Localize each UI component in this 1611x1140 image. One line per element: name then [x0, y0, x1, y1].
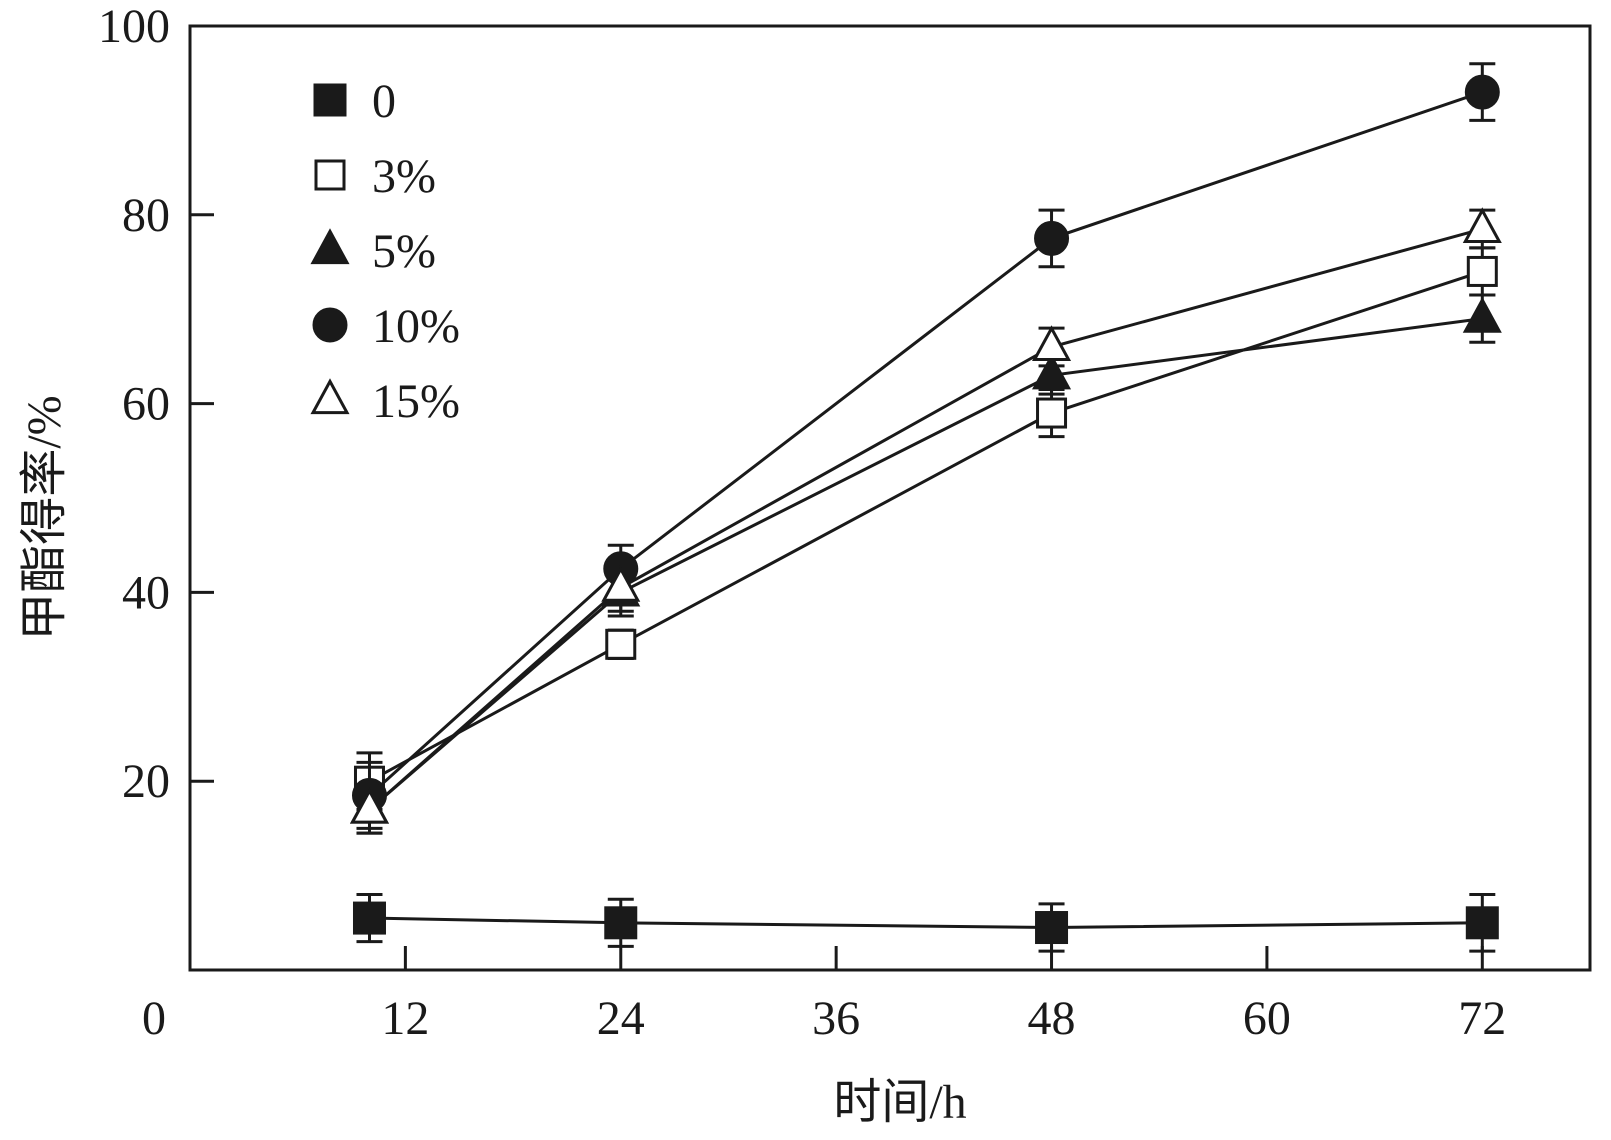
legend-label: 5% — [372, 225, 436, 278]
x-tick-label: 60 — [1243, 992, 1291, 1045]
legend-marker — [314, 159, 346, 191]
series-10% — [351, 62, 1500, 830]
data-point — [1464, 74, 1500, 110]
data-point — [1036, 397, 1068, 429]
series-group — [349, 62, 1502, 953]
y-tick-label: 80 — [122, 189, 170, 242]
data-point — [1466, 255, 1498, 287]
x-tick-label: 24 — [597, 992, 645, 1045]
series-15% — [349, 207, 1502, 835]
y-tick-label: 100 — [98, 0, 170, 53]
legend-marker — [310, 228, 350, 265]
y-tick-label: 60 — [122, 378, 170, 431]
x-tick-label: 48 — [1028, 992, 1076, 1045]
series-0 — [352, 892, 1499, 953]
x-tick-label: 36 — [812, 992, 860, 1045]
y-axis-label: 甲酯得率/% — [18, 395, 71, 640]
origin-tick-label: 0 — [142, 992, 166, 1045]
data-point — [1462, 296, 1502, 333]
data-point — [1465, 906, 1499, 940]
data-point — [605, 628, 637, 660]
axis-ticks-group: 12 24 36 48 60 72 0 20 40 60 80 100 — [98, 0, 1506, 1045]
legend-item-3%: 3% — [314, 150, 436, 203]
data-point — [604, 906, 638, 940]
legend-label: 3% — [372, 150, 436, 203]
legend-label: 15% — [372, 375, 460, 428]
series-3% — [353, 246, 1498, 812]
legend-label: 10% — [372, 300, 460, 353]
x-tick-label: 12 — [381, 992, 429, 1045]
series-line — [368, 227, 1483, 811]
series-line — [368, 317, 1483, 811]
legend: 0 3% 5% 10% 15% — [310, 75, 460, 428]
data-point — [1034, 220, 1070, 256]
legend-label: 0 — [372, 75, 396, 128]
legend-item-10%: 10% — [312, 300, 460, 353]
legend-item-5%: 5% — [310, 225, 436, 278]
legend-item-15%: 15% — [310, 375, 460, 428]
series-line — [368, 90, 1483, 797]
legend-marker — [310, 378, 350, 415]
legend-marker — [313, 83, 347, 117]
data-point — [352, 901, 386, 935]
data-point — [1032, 353, 1072, 390]
legend-item-0: 0 — [313, 75, 396, 128]
plot-frame-group — [188, 24, 1592, 972]
data-point — [1035, 911, 1069, 945]
series-line — [369, 916, 1483, 930]
y-tick-label: 40 — [122, 566, 170, 619]
y-tick-label: 20 — [122, 755, 170, 808]
series-line — [368, 270, 1483, 783]
legend-marker — [312, 307, 348, 343]
series-5% — [349, 293, 1502, 835]
data-point — [601, 565, 641, 602]
data-point — [349, 787, 390, 824]
x-tick-label: 72 — [1458, 992, 1506, 1045]
x-axis-label: 时间/h — [833, 1076, 966, 1129]
data-point — [1032, 325, 1072, 362]
data-point — [1462, 207, 1502, 244]
plot-frame — [188, 24, 1592, 972]
